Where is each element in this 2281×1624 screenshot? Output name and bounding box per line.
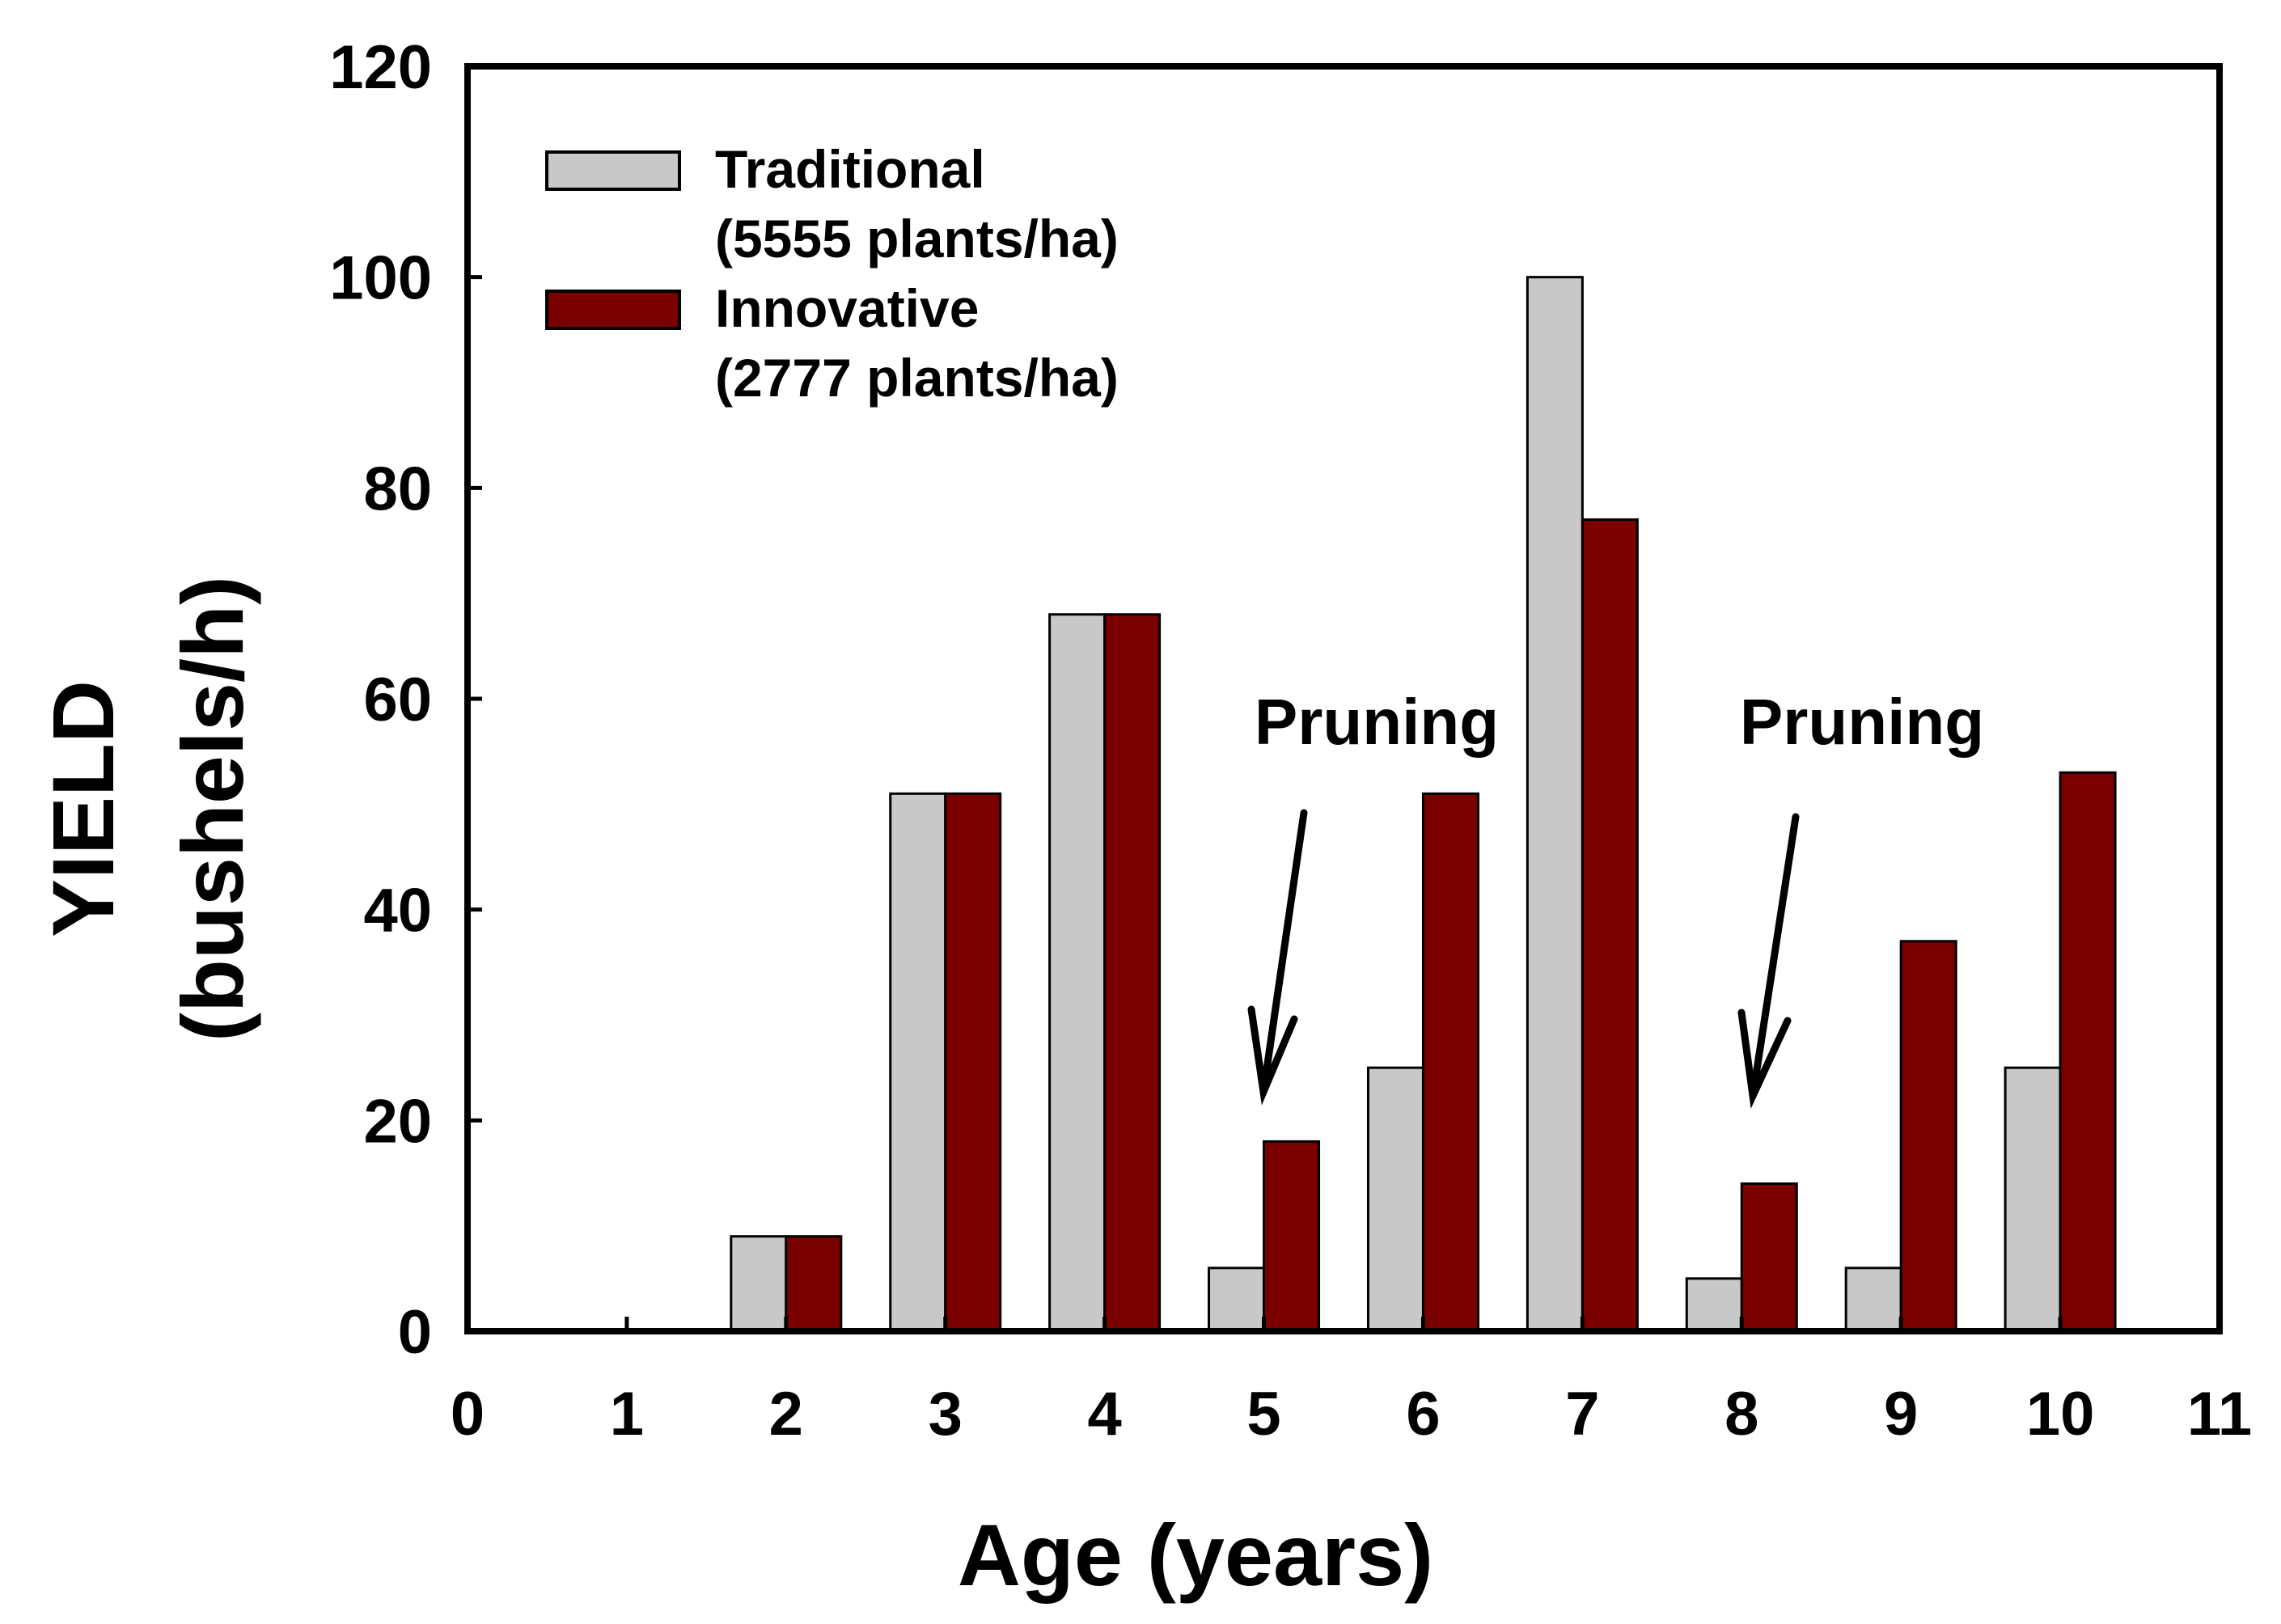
x-tick-label: 10 bbox=[2026, 1380, 2095, 1448]
bar-traditional-age-2 bbox=[730, 1235, 788, 1333]
bar-innovative-age-5 bbox=[1263, 1140, 1321, 1333]
x-axis-title: Age (years) bbox=[958, 1506, 1433, 1604]
legend-label-innovative: Innovative bbox=[715, 278, 979, 338]
bar-innovative-age-2 bbox=[785, 1235, 843, 1333]
y-tick-label: 80 bbox=[363, 455, 432, 523]
bar-innovative-age-3 bbox=[944, 792, 1002, 1333]
down-arrow-icon bbox=[1737, 813, 1800, 1109]
ticks-layer: 0 20 40 60 80 100 120 0 1 2 3 4 5 6 7 8 9 10 11 bbox=[329, 33, 2252, 1448]
bar-innovative-age-8 bbox=[1740, 1182, 1798, 1333]
y-tick-label: 60 bbox=[363, 666, 432, 734]
legend-sublabel-innovative: (2777 plants/ha) bbox=[715, 348, 1119, 408]
x-tick-label: 0 bbox=[451, 1380, 485, 1448]
legend-swatch-traditional bbox=[545, 150, 681, 191]
bar-traditional-age-3 bbox=[889, 792, 947, 1333]
bars-layer bbox=[730, 276, 2117, 1333]
pruning-label-1: Pruning bbox=[1255, 686, 1499, 758]
y-axis-title: YIELD (bushels/h) bbox=[34, 576, 261, 1042]
x-tick-label: 2 bbox=[769, 1380, 803, 1448]
y-tick-label: 0 bbox=[398, 1298, 432, 1367]
pruning-annotation-1: Pruning bbox=[1247, 686, 1499, 1106]
x-tick-label: 4 bbox=[1087, 1380, 1121, 1448]
down-arrow-icon bbox=[1247, 809, 1308, 1106]
x-tick-label: 5 bbox=[1246, 1380, 1280, 1448]
bar-traditional-age-8 bbox=[1685, 1277, 1743, 1333]
bar-innovative-age-6 bbox=[1421, 792, 1479, 1333]
x-tick-label: 3 bbox=[929, 1380, 963, 1448]
bar-traditional-age-10 bbox=[2004, 1066, 2062, 1333]
bar-traditional-age-9 bbox=[1844, 1267, 1902, 1333]
legend-swatch-innovative bbox=[545, 290, 681, 330]
legend-label-traditional: Traditional bbox=[715, 139, 985, 199]
y-axis-title-line1: YIELD bbox=[34, 680, 132, 937]
bar-traditional-age-4 bbox=[1048, 613, 1107, 1333]
y-tick-label: 20 bbox=[363, 1087, 432, 1156]
x-tick-label: 7 bbox=[1565, 1380, 1599, 1448]
bar-traditional-age-5 bbox=[1208, 1267, 1266, 1333]
plot-frame bbox=[464, 63, 2223, 1334]
y-tick-label: 120 bbox=[329, 33, 432, 102]
bar-traditional-age-7 bbox=[1526, 276, 1584, 1333]
y-tick-label: 100 bbox=[329, 244, 432, 313]
x-tick-label: 6 bbox=[1406, 1380, 1440, 1448]
pruning-annotation-2: Pruning bbox=[1737, 686, 1984, 1109]
legend-sublabel-traditional: (5555 plants/ha) bbox=[715, 209, 1119, 269]
bar-innovative-age-4 bbox=[1103, 613, 1162, 1333]
legend: Traditional (5555 plants/ha) Innovative … bbox=[545, 139, 1119, 408]
bar-innovative-age-7 bbox=[1581, 518, 1639, 1333]
bar-innovative-age-9 bbox=[1899, 940, 1957, 1333]
x-tick-label: 1 bbox=[610, 1380, 644, 1448]
x-tick-label: 8 bbox=[1725, 1380, 1758, 1448]
x-tick-label: 11 bbox=[2187, 1380, 2252, 1448]
bar-innovative-age-10 bbox=[2059, 771, 2117, 1333]
pruning-label-2: Pruning bbox=[1740, 686, 1984, 758]
x-tick-label: 9 bbox=[1884, 1380, 1918, 1448]
bar-traditional-age-6 bbox=[1366, 1066, 1424, 1333]
y-tick-label: 40 bbox=[363, 877, 432, 945]
y-axis-title-line2: (bushels/h) bbox=[163, 576, 261, 1042]
